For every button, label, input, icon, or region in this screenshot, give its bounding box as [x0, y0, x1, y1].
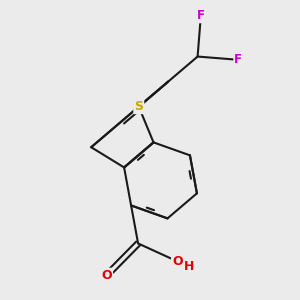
Text: F: F [234, 53, 242, 66]
Text: S: S [134, 100, 143, 113]
Text: F: F [197, 9, 205, 22]
Text: O: O [101, 269, 112, 282]
Text: H: H [184, 260, 195, 273]
Text: O: O [172, 255, 183, 268]
